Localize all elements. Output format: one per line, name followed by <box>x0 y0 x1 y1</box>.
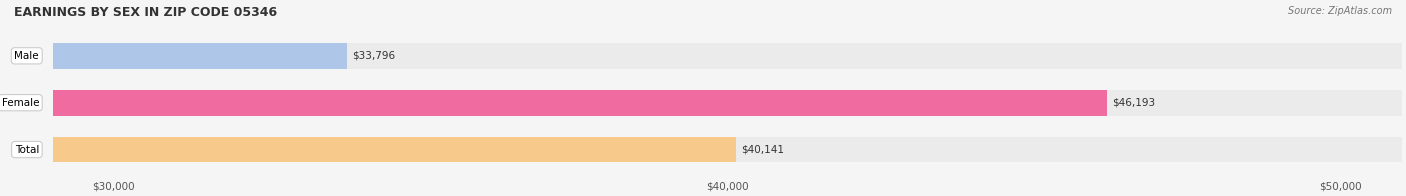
Bar <box>52 137 735 162</box>
Text: Male: Male <box>14 51 39 61</box>
Text: $33,796: $33,796 <box>352 51 395 61</box>
Bar <box>52 43 347 69</box>
Text: $40,141: $40,141 <box>741 144 785 154</box>
Bar <box>52 137 1402 162</box>
Text: Female: Female <box>1 98 39 108</box>
Text: Total: Total <box>14 144 39 154</box>
Bar <box>52 90 1402 116</box>
Text: $46,193: $46,193 <box>1112 98 1156 108</box>
Bar <box>52 90 1107 116</box>
Text: EARNINGS BY SEX IN ZIP CODE 05346: EARNINGS BY SEX IN ZIP CODE 05346 <box>14 6 277 19</box>
Text: Source: ZipAtlas.com: Source: ZipAtlas.com <box>1288 6 1392 16</box>
Bar <box>52 43 1402 69</box>
